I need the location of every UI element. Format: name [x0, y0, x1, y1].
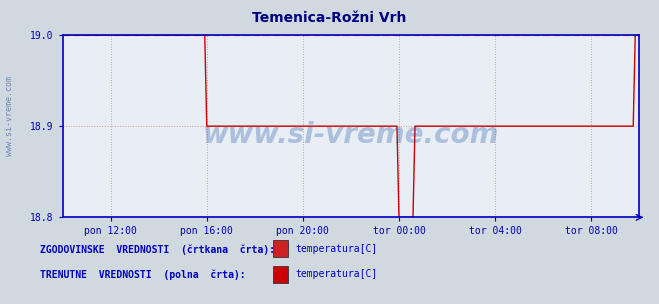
- Text: temperatura[C]: temperatura[C]: [296, 269, 378, 279]
- Text: temperatura[C]: temperatura[C]: [296, 244, 378, 254]
- Text: Temenica-Rožni Vrh: Temenica-Rožni Vrh: [252, 11, 407, 25]
- Text: TRENUTNE  VREDNOSTI  (polna  črta):: TRENUTNE VREDNOSTI (polna črta):: [40, 269, 245, 280]
- Text: www.si-vreme.com: www.si-vreme.com: [203, 121, 499, 149]
- Text: ZGODOVINSKE  VREDNOSTI  (črtkana  črta):: ZGODOVINSKE VREDNOSTI (črtkana črta):: [40, 245, 275, 255]
- Text: www.si-vreme.com: www.si-vreme.com: [5, 75, 14, 156]
